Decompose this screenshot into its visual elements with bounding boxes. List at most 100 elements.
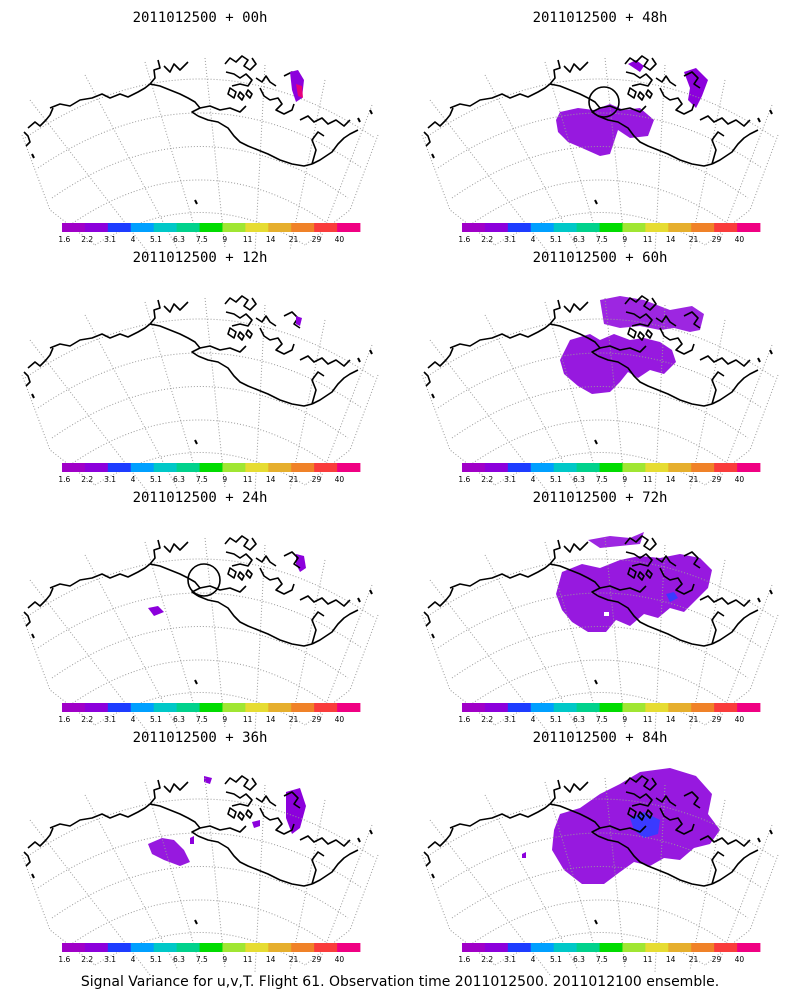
colorbar-label: 6.3	[573, 715, 585, 724]
colorbar-label: 5.1	[550, 715, 562, 724]
colorbar-swatch	[599, 463, 623, 472]
colorbar-swatch	[314, 703, 338, 712]
variance-patch	[600, 296, 704, 332]
colorbar-swatch	[714, 463, 738, 472]
colorbar-label: 9	[622, 235, 627, 244]
colorbar-label: 1.6	[458, 715, 470, 724]
map-panel-72h: 2011012500 + 72h	[422, 490, 778, 735]
colorbar-label: 4	[531, 715, 536, 724]
colorbar: 1.6 2.2 3.1 4 5.1 6.3 7.5 9 11 14 21 29 40	[58, 703, 361, 724]
colorbar-swatch	[291, 703, 315, 712]
colorbar-swatch	[484, 223, 509, 232]
variance-patch	[296, 316, 302, 326]
colorbar-swatch	[576, 943, 600, 952]
colorbar-swatch	[576, 703, 600, 712]
colorbar-swatch	[268, 703, 292, 712]
colorbar-label: 4	[131, 955, 136, 964]
map-panel-36h: 2011012500 + 36h	[22, 730, 378, 975]
colorbar-swatch	[199, 703, 223, 712]
colorbar-swatch	[107, 703, 132, 712]
colorbar-swatch	[668, 223, 692, 232]
colorbar-label: 2.2	[481, 235, 493, 244]
colorbar-swatch	[107, 223, 132, 232]
colorbar-label: 3.1	[104, 475, 116, 484]
colorbar-swatch	[314, 223, 338, 232]
colorbar-swatch	[222, 703, 246, 712]
colorbar-swatch	[553, 943, 578, 952]
colorbar-label: 11	[243, 475, 253, 484]
variance-patch	[556, 554, 712, 632]
variance-patch	[588, 532, 644, 548]
colorbar-swatch	[130, 703, 155, 712]
colorbar-label: 40	[335, 715, 345, 724]
colorbar-swatch	[484, 943, 509, 952]
colorbar-label: 7.5	[196, 235, 208, 244]
colorbar-swatch	[737, 703, 761, 712]
colorbar-label: 6.3	[173, 955, 185, 964]
colorbar-label: 29	[312, 715, 322, 724]
panel-title: 2011012500 + 24h	[133, 490, 268, 506]
colorbar-label: 9	[622, 475, 627, 484]
colorbar-label: 4	[131, 475, 136, 484]
colorbar-swatch	[507, 463, 532, 472]
colorbar-label: 29	[712, 235, 722, 244]
colorbar-label: 11	[643, 955, 653, 964]
colorbar-label: 1.6	[458, 475, 470, 484]
colorbar-swatch	[199, 463, 223, 472]
variance-patch	[148, 838, 190, 866]
colorbar-label: 40	[735, 475, 745, 484]
panel-title: 2011012500 + 60h	[533, 250, 668, 266]
colorbar-label: 6.3	[173, 475, 185, 484]
colorbar-label: 5.1	[550, 475, 562, 484]
colorbar-swatch	[530, 223, 555, 232]
colorbar-swatch	[62, 223, 86, 232]
colorbar-swatch	[222, 463, 246, 472]
colorbar-label: 3.1	[104, 235, 116, 244]
colorbar-swatch	[622, 463, 646, 472]
colorbar-label: 40	[735, 955, 745, 964]
colorbar-label: 29	[712, 475, 722, 484]
colorbar-swatch	[622, 223, 646, 232]
colorbar-swatch	[62, 703, 86, 712]
colorbar-swatch	[576, 463, 600, 472]
colorbar-swatch	[176, 223, 200, 232]
colorbar-swatch	[462, 463, 486, 472]
colorbar-swatch	[130, 463, 155, 472]
variance-patch	[204, 776, 212, 784]
variance-patch	[556, 104, 654, 156]
colorbar-swatch	[691, 223, 715, 232]
variance-patch	[628, 60, 644, 72]
colorbar-swatch	[268, 943, 292, 952]
variance-patch	[252, 820, 260, 828]
variance-patch	[560, 334, 676, 394]
colorbar-label: 7.5	[596, 235, 608, 244]
colorbar-label: 6.3	[173, 235, 185, 244]
variance-patch	[522, 852, 526, 858]
colorbar-label: 29	[312, 955, 322, 964]
colorbar-swatch	[507, 703, 532, 712]
colorbar: 1.6 2.2 3.1 4 5.1 6.3 7.5 9 11 14 21 29 40	[458, 943, 761, 964]
colorbar-swatch	[668, 463, 692, 472]
map-panel-84h: 2011012500 + 84h	[422, 730, 778, 975]
colorbar-label: 3.1	[504, 235, 516, 244]
colorbar-label: 5.1	[550, 955, 562, 964]
colorbar: 1.6 2.2 3.1 4 5.1 6.3 7.5 9 11 14 21 29 40	[58, 223, 361, 244]
colorbar-swatch	[507, 943, 532, 952]
variance-gap	[604, 612, 609, 616]
colorbar-label: 1.6	[458, 955, 470, 964]
colorbar-swatch	[222, 223, 246, 232]
colorbar-label: 40	[335, 235, 345, 244]
colorbar-label: 7.5	[596, 955, 608, 964]
colorbar-label: 14	[666, 715, 676, 724]
colorbar-label: 14	[666, 475, 676, 484]
colorbar-swatch	[530, 703, 555, 712]
colorbar-label: 5.1	[150, 235, 162, 244]
colorbar-label: 6.3	[573, 475, 585, 484]
colorbar-swatch	[645, 703, 669, 712]
colorbar-swatch	[530, 463, 555, 472]
colorbar-label: 14	[266, 715, 276, 724]
variance-patch	[684, 68, 708, 108]
variance-patch	[190, 836, 194, 844]
colorbar-swatch	[176, 943, 200, 952]
